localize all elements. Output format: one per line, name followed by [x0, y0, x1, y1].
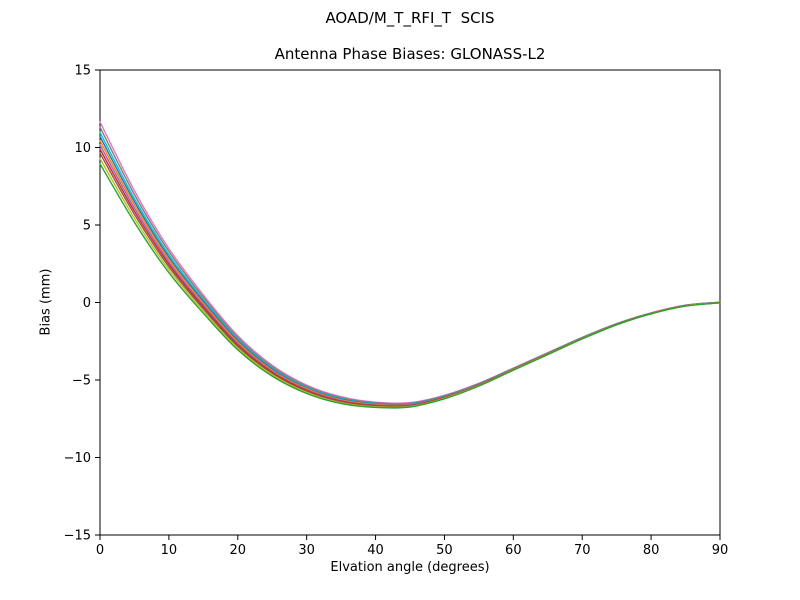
- y-tick-label: −10: [64, 451, 91, 466]
- x-tick-label: 30: [298, 543, 315, 558]
- series-line-series-9: [99, 157, 721, 409]
- y-tick-label: 15: [74, 64, 91, 79]
- series-line-series-4: [99, 135, 721, 406]
- series-line-series-3: [99, 131, 721, 406]
- series-line-series-7: [99, 148, 721, 407]
- x-tick-label: 50: [436, 543, 453, 558]
- series-line-series-1: [99, 121, 721, 404]
- y-tick-label: −15: [64, 529, 91, 544]
- x-tick-label: 70: [574, 543, 591, 558]
- x-tick-label: 80: [643, 543, 660, 558]
- chart-title: AOAD/M_T_RFI_T SCIS: [325, 9, 495, 27]
- y-tick-label: 10: [74, 141, 91, 156]
- x-tick-label: 0: [96, 543, 104, 558]
- series-line-series-8: [99, 152, 721, 408]
- x-tick-label: 20: [230, 543, 247, 558]
- chart-subtitle: Antenna Phase Biases: GLONASS-L2: [274, 45, 546, 63]
- x-tick-label: 40: [367, 543, 384, 558]
- series-line-series-5: [99, 140, 721, 407]
- y-tick-label: 0: [83, 296, 91, 311]
- y-tick-label: −5: [72, 374, 91, 389]
- series-line-series-6: [99, 144, 721, 407]
- series-line-series-2: [99, 126, 721, 405]
- x-tick-label: 90: [712, 543, 729, 558]
- y-axis-label: Bias (mm): [38, 268, 54, 336]
- x-tick-label: 10: [161, 543, 178, 558]
- x-tick-label: 60: [505, 543, 522, 558]
- y-tick-label: 5: [83, 219, 91, 234]
- x-axis-label: Elvation angle (degrees): [330, 560, 490, 575]
- series-line-series-10: [99, 163, 721, 409]
